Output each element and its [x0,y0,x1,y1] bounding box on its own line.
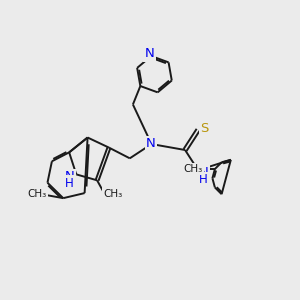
Text: CH₃: CH₃ [28,189,47,199]
Text: H: H [65,177,74,190]
Text: CH₃: CH₃ [183,164,202,174]
Text: N: N [199,166,208,179]
Text: S: S [200,122,209,135]
Text: H: H [199,173,208,186]
Text: CH₃: CH₃ [103,189,122,199]
Text: N: N [146,137,156,150]
Text: N: N [145,47,154,60]
Text: N: N [65,170,75,183]
